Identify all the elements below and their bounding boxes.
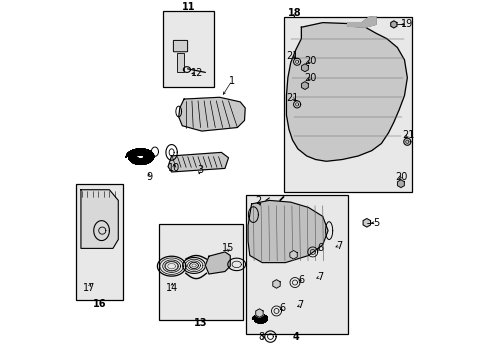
Text: 21: 21: [286, 93, 299, 103]
Polygon shape: [272, 280, 280, 288]
Text: 7: 7: [297, 300, 303, 310]
Polygon shape: [293, 58, 300, 65]
Bar: [159, 224, 242, 320]
Bar: [246, 195, 347, 334]
Bar: [283, 17, 411, 192]
Bar: [177, 53, 183, 72]
Text: 7: 7: [316, 272, 323, 282]
Polygon shape: [286, 23, 407, 161]
Text: 5: 5: [372, 218, 378, 228]
Text: 21: 21: [401, 130, 413, 140]
Text: 17: 17: [82, 283, 95, 293]
Polygon shape: [397, 180, 404, 188]
Text: 6: 6: [317, 243, 323, 253]
Text: 16: 16: [93, 298, 106, 309]
Polygon shape: [289, 251, 297, 259]
Polygon shape: [247, 201, 327, 262]
Text: 12: 12: [191, 68, 203, 78]
Text: 9: 9: [146, 172, 152, 182]
Polygon shape: [293, 101, 300, 108]
Polygon shape: [363, 219, 370, 227]
Text: 4: 4: [292, 332, 299, 342]
Text: 20: 20: [395, 172, 407, 181]
Text: 10: 10: [168, 163, 180, 173]
Text: 1: 1: [228, 76, 235, 86]
Polygon shape: [390, 21, 396, 28]
Polygon shape: [301, 64, 308, 72]
Text: 11: 11: [181, 2, 195, 12]
Polygon shape: [178, 97, 244, 131]
Text: 7: 7: [335, 240, 342, 251]
Text: 20: 20: [304, 73, 316, 83]
Text: 15: 15: [222, 243, 234, 253]
Polygon shape: [168, 152, 228, 172]
Polygon shape: [255, 309, 263, 318]
Polygon shape: [301, 82, 308, 90]
Text: 14: 14: [165, 283, 178, 293]
Text: 6: 6: [279, 303, 285, 313]
Text: 2: 2: [255, 197, 261, 206]
Text: 3: 3: [197, 165, 203, 175]
Bar: [163, 11, 214, 87]
Bar: [76, 184, 122, 300]
Polygon shape: [347, 17, 375, 27]
Text: 20: 20: [304, 56, 316, 66]
Text: 19: 19: [400, 19, 412, 30]
Polygon shape: [81, 190, 118, 248]
Polygon shape: [205, 252, 230, 274]
Text: 21: 21: [286, 51, 299, 61]
Polygon shape: [403, 138, 410, 145]
Text: 6: 6: [298, 275, 304, 285]
Text: 18: 18: [287, 8, 301, 18]
Text: 8: 8: [258, 332, 264, 342]
FancyBboxPatch shape: [173, 40, 187, 52]
Text: 13: 13: [194, 318, 207, 328]
